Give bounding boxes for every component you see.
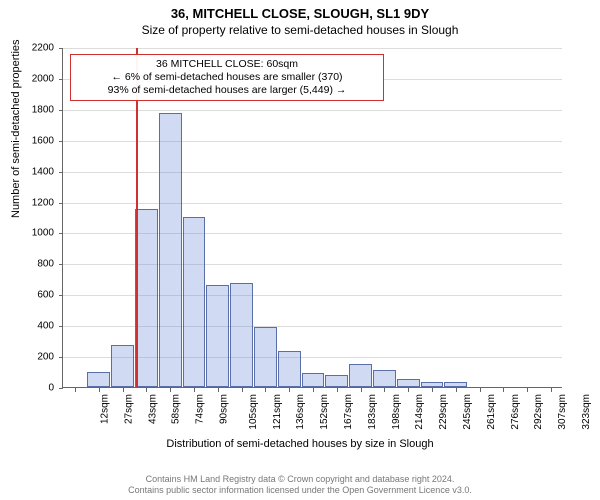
x-tick-label: 245sqm <box>462 394 473 430</box>
y-tick-label: 200 <box>0 352 54 363</box>
info-line-1: 36 MITCHELL CLOSE: 60sqm <box>77 58 377 71</box>
info-line-3: 93% of semi-detached houses are larger (… <box>77 84 377 97</box>
x-tick-label: 12sqm <box>99 394 110 424</box>
y-tick-mark <box>59 388 63 389</box>
info-box: 36 MITCHELL CLOSE: 60sqm ← 6% of semi-de… <box>70 54 384 101</box>
x-tick-mark <box>527 388 528 392</box>
x-tick-mark <box>313 388 314 392</box>
y-tick-mark <box>59 141 63 142</box>
x-tick-mark <box>218 388 219 392</box>
x-tick-label: 261sqm <box>486 394 497 430</box>
x-tick-mark <box>289 388 290 392</box>
y-tick-label: 2200 <box>0 43 54 54</box>
y-tick-mark <box>59 357 63 358</box>
y-tick-label: 1800 <box>0 104 54 115</box>
y-tick-label: 800 <box>0 259 54 270</box>
page-subtitle: Size of property relative to semi-detach… <box>0 21 600 37</box>
x-tick-mark <box>384 388 385 392</box>
x-tick-mark <box>146 388 147 392</box>
histogram-bar <box>278 351 301 387</box>
histogram-bar <box>444 382 467 387</box>
x-tick-mark <box>194 388 195 392</box>
x-tick-label: 105sqm <box>248 394 259 430</box>
y-tick-mark <box>59 172 63 173</box>
histogram-bar <box>397 379 420 387</box>
x-tick-label: 43sqm <box>147 394 158 424</box>
attribution-line-1: Contains HM Land Registry data © Crown c… <box>0 474 600 485</box>
histogram-bar <box>254 327 277 387</box>
x-tick-label: 27sqm <box>123 394 134 424</box>
x-tick-label: 136sqm <box>295 394 306 430</box>
histogram-bar <box>325 375 348 387</box>
y-axis-label: Number of semi-detached properties <box>10 39 22 218</box>
histogram-bar <box>159 113 182 387</box>
x-tick-label: 276sqm <box>510 394 521 430</box>
x-tick-label: 74sqm <box>195 394 206 424</box>
y-tick-mark <box>59 79 63 80</box>
x-tick-label: 121sqm <box>272 394 283 430</box>
x-tick-label: 90sqm <box>218 394 229 424</box>
x-tick-mark <box>99 388 100 392</box>
histogram-bar <box>183 217 206 387</box>
y-tick-mark <box>59 264 63 265</box>
y-tick-label: 1400 <box>0 166 54 177</box>
x-tick-mark <box>242 388 243 392</box>
x-tick-label: 323sqm <box>581 394 592 430</box>
x-tick-mark <box>361 388 362 392</box>
x-tick-mark <box>75 388 76 392</box>
x-tick-label: 183sqm <box>367 394 378 430</box>
histogram-bar <box>302 373 325 387</box>
histogram-bar <box>111 345 134 387</box>
y-tick-mark <box>59 326 63 327</box>
x-tick-mark <box>432 388 433 392</box>
y-tick-label: 600 <box>0 290 54 301</box>
page-title: 36, MITCHELL CLOSE, SLOUGH, SL1 9DY <box>0 0 600 21</box>
x-tick-mark <box>123 388 124 392</box>
y-tick-label: 400 <box>0 321 54 332</box>
histogram-bar <box>206 285 229 387</box>
x-tick-mark <box>337 388 338 392</box>
y-tick-label: 0 <box>0 383 54 394</box>
histogram-bar <box>421 382 444 387</box>
y-tick-label: 1000 <box>0 228 54 239</box>
y-tick-label: 1200 <box>0 197 54 208</box>
histogram-bar <box>373 370 396 387</box>
x-tick-mark <box>170 388 171 392</box>
attribution-line-2: Contains public sector information licen… <box>0 485 600 496</box>
y-tick-mark <box>59 48 63 49</box>
y-tick-mark <box>59 233 63 234</box>
x-tick-label: 152sqm <box>319 394 330 430</box>
histogram-bar <box>349 364 372 387</box>
x-tick-mark <box>480 388 481 392</box>
histogram-bar <box>87 372 110 387</box>
x-tick-label: 229sqm <box>438 394 449 430</box>
y-tick-label: 2000 <box>0 73 54 84</box>
x-tick-mark <box>408 388 409 392</box>
x-tick-mark <box>456 388 457 392</box>
y-tick-mark <box>59 295 63 296</box>
attribution: Contains HM Land Registry data © Crown c… <box>0 474 600 496</box>
x-tick-label: 167sqm <box>343 394 354 430</box>
x-axis-label: Distribution of semi-detached houses by … <box>0 438 600 450</box>
y-tick-label: 1600 <box>0 135 54 146</box>
x-tick-label: 292sqm <box>534 394 545 430</box>
x-tick-mark <box>503 388 504 392</box>
x-tick-label: 214sqm <box>415 394 426 430</box>
x-tick-mark <box>551 388 552 392</box>
y-tick-mark <box>59 203 63 204</box>
histogram-bar <box>230 283 253 387</box>
y-tick-mark <box>59 110 63 111</box>
x-tick-label: 58sqm <box>171 394 182 424</box>
x-tick-label: 307sqm <box>557 394 568 430</box>
info-line-2: ← 6% of semi-detached houses are smaller… <box>77 71 377 84</box>
x-tick-mark <box>265 388 266 392</box>
x-tick-label: 198sqm <box>391 394 402 430</box>
